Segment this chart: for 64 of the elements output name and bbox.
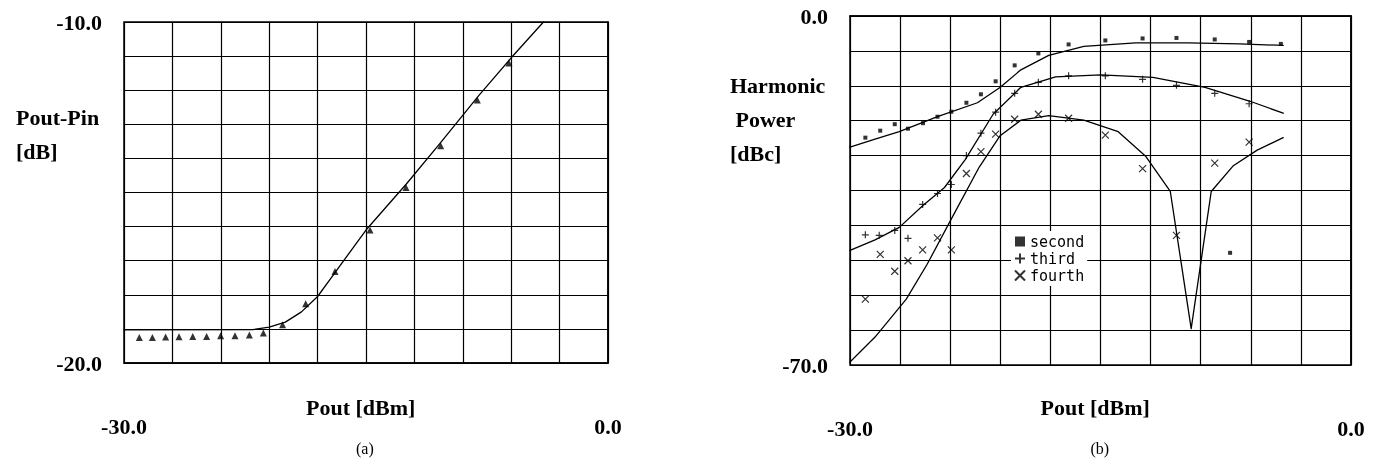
point <box>918 245 927 254</box>
point <box>1172 231 1181 240</box>
point <box>1103 38 1108 43</box>
point <box>402 183 410 191</box>
point <box>135 333 143 341</box>
point <box>148 333 156 341</box>
point <box>876 250 885 259</box>
point <box>1138 164 1147 173</box>
point <box>1036 51 1041 56</box>
point <box>861 230 870 239</box>
legend-label: fourth <box>1030 266 1085 285</box>
point <box>890 267 899 276</box>
x-tick-label: 0.0 <box>594 413 622 439</box>
point <box>245 331 253 339</box>
legend-label: second <box>1030 232 1085 251</box>
point <box>1247 39 1252 44</box>
point <box>189 332 197 340</box>
point <box>878 128 883 133</box>
point <box>1245 99 1254 108</box>
point <box>861 295 870 304</box>
point <box>933 233 942 242</box>
x-tick-label: -30.0 <box>827 415 873 441</box>
point <box>203 332 211 340</box>
point <box>1210 158 1219 168</box>
point <box>175 333 183 341</box>
point <box>1010 115 1019 124</box>
x-tick-label: -30.0 <box>101 413 147 439</box>
point <box>231 332 239 340</box>
legend-label: third <box>1030 249 1076 268</box>
point <box>366 226 374 234</box>
point <box>892 122 897 127</box>
point <box>978 92 983 97</box>
point <box>162 333 170 341</box>
point <box>964 100 969 105</box>
point <box>976 147 986 156</box>
point <box>1066 42 1071 47</box>
point <box>1140 36 1145 41</box>
point <box>1012 63 1017 68</box>
y-axis-title: Pout-Pin [dB] <box>16 104 105 164</box>
point <box>863 135 868 140</box>
point <box>1174 35 1179 40</box>
point <box>1101 131 1110 140</box>
x-axis-title: Pout [dBm] <box>306 394 416 420</box>
point <box>1034 110 1043 119</box>
text: (b) <box>1090 439 1110 458</box>
point <box>473 96 481 104</box>
point <box>903 256 913 265</box>
x-tick-label: 0.0 <box>1337 415 1365 441</box>
y-tick-label: -10.0 <box>56 9 102 35</box>
y-axis-title: Harmonic Power [dBc] <box>730 72 826 166</box>
point <box>993 79 998 84</box>
y-tick-label: -70.0 <box>782 352 828 378</box>
point <box>903 234 913 243</box>
y-tick-label: -20.0 <box>56 350 102 376</box>
point <box>962 169 971 178</box>
x-axis-title: Pout [dBm] <box>1040 394 1150 420</box>
point <box>1228 250 1233 255</box>
point <box>991 130 1000 139</box>
point <box>1212 37 1217 42</box>
text: (a) <box>356 439 374 458</box>
point <box>217 332 225 340</box>
point <box>1245 138 1254 147</box>
point <box>947 245 956 254</box>
point <box>1064 114 1073 123</box>
